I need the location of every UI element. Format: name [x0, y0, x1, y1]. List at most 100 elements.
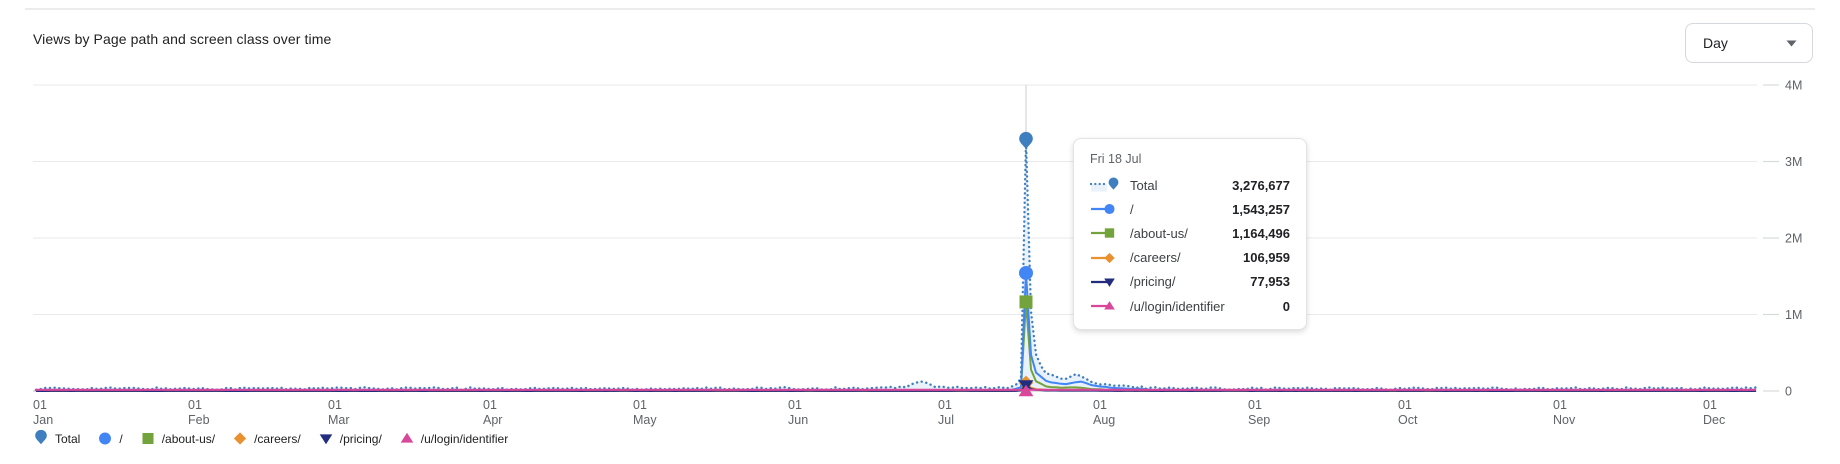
tooltip-row-home: / 1,543,257 — [1090, 197, 1290, 221]
x-axis-label-sep: Sep — [1248, 413, 1270, 427]
x-axis-label-aug-day: 01 — [1093, 398, 1107, 412]
legend-shape-total — [35, 430, 47, 445]
legend-label-about-us: /about-us/ — [161, 431, 216, 446]
x-axis-label-nov: Nov — [1553, 413, 1576, 427]
x-axis-label-sep-day: 01 — [1248, 398, 1262, 412]
tooltip-marker-pricing — [1091, 278, 1115, 287]
tooltip-row-pricing: /pricing/77,953 — [1090, 270, 1290, 294]
hover-marker-home — [1019, 265, 1033, 280]
legend-shape-careers — [233, 432, 247, 445]
tooltip-label-home: / — [1130, 201, 1134, 217]
legend-item-total: Total — [33, 430, 80, 447]
tooltip-value-total: 3,276,677 — [1232, 177, 1290, 193]
legend-marker-total — [35, 430, 47, 445]
hover-marker-about-us — [1019, 295, 1033, 309]
tooltip-label-total: Total — [1130, 177, 1158, 193]
legend-label-home: / — [119, 431, 123, 446]
granularity-select[interactable]: Day — [1685, 23, 1813, 63]
x-axis-label-mar: Mar — [328, 413, 350, 427]
legend-marker-home — [99, 432, 112, 445]
tooltip-marker-about-us — [1091, 228, 1115, 239]
legend-label-careers: /careers/ — [254, 431, 301, 446]
tooltip-value-home: 1,543,257 — [1232, 201, 1290, 217]
x-axis-label-jun-day: 01 — [788, 398, 802, 412]
tooltip-label-pricing: /pricing/ — [1130, 274, 1176, 290]
legend-marker-careers — [233, 432, 247, 445]
legend-label-u-login-identifier: /u/login/identifier — [420, 431, 509, 446]
legend-shape-u-login-identifier — [400, 432, 414, 443]
granularity-value: Day — [1703, 35, 1728, 51]
legend-marker-pricing — [319, 434, 333, 445]
hover-marker-u-login-identifier — [1018, 384, 1034, 397]
legend-shape-about-us — [142, 432, 154, 445]
tooltip-value-careers: 106,959 — [1243, 250, 1290, 266]
tooltip-row-careers: /careers/106,959 — [1090, 246, 1290, 270]
x-axis-label-jan-day: 01 — [33, 398, 47, 412]
legend-marker-about-us — [142, 432, 154, 445]
tooltip-shape-total — [1108, 177, 1119, 190]
y-axis-label-0: 0 — [1785, 385, 1792, 399]
y-axis-label-3m: 3M — [1785, 155, 1802, 169]
x-axis-label-jan: Jan — [33, 413, 53, 427]
legend-item-u-login-identifier: /u/login/identifier — [399, 430, 508, 447]
tooltip-value-pricing: 77,953 — [1250, 274, 1290, 290]
x-axis-label-oct-day: 01 — [1398, 398, 1412, 412]
tooltip-shape-u-login-identifier — [1104, 301, 1115, 310]
tooltip-row-total: Total 3,276,677 — [1090, 173, 1290, 197]
chart-legend: Total / /about-us/ /careers/ /pricing/ /u/log… — [33, 430, 508, 447]
x-axis-label-apr: Apr — [483, 413, 502, 427]
y-axis-label-4m: 4M — [1785, 79, 1802, 93]
tooltip-row-u-login-identifier: /u/login/identifier 0 — [1090, 294, 1290, 318]
x-axis-label-aug: Aug — [1093, 413, 1115, 427]
tooltip-marker-u-login-identifier — [1091, 301, 1115, 310]
series-area-total — [36, 140, 1757, 391]
tooltip-rows: Total 3,276,677 / 1,543,257/about-us/1,164,… — [1090, 173, 1290, 318]
tooltip-label-u-login-identifier: /u/login/identifier — [1130, 298, 1225, 314]
x-axis-label-oct: Oct — [1398, 413, 1418, 427]
legend-marker-u-login-identifier — [400, 432, 414, 443]
x-axis-label-mar-day: 01 — [328, 398, 342, 412]
x-axis-label-may: May — [633, 413, 657, 427]
legend-label-total: Total — [55, 431, 81, 446]
legend-item-home: / — [97, 430, 123, 447]
tooltip-shape-about-us — [1104, 228, 1115, 239]
tooltip-date: Fri 18 Jul — [1090, 152, 1142, 166]
x-axis-label-nov-day: 01 — [1553, 398, 1567, 412]
tooltip-value-u-login-identifier: 0 — [1282, 298, 1290, 314]
legend-shape-pricing — [319, 434, 333, 445]
y-axis-label-2m: 2M — [1785, 232, 1802, 246]
series-line-total — [34, 139, 1758, 391]
tooltip-label-careers: /careers/ — [1130, 250, 1181, 266]
chart-tooltip: Fri 18 Jul Total 3,276,677 / 1,543,257/abou… — [1073, 138, 1307, 331]
chevron-down-icon — [1786, 40, 1797, 46]
x-axis-label-feb: Feb — [188, 413, 210, 427]
tooltip-value-about-us: 1,164,496 — [1232, 225, 1290, 241]
tooltip-shape-pricing — [1104, 278, 1115, 287]
legend-item-careers: /careers/ — [232, 430, 301, 447]
x-axis-label-dec-day: 01 — [1703, 398, 1717, 412]
x-axis-label-may-day: 01 — [633, 398, 647, 412]
x-axis-label-dec: Dec — [1703, 413, 1725, 427]
legend-shape-home — [99, 432, 112, 445]
tooltip-marker-home — [1091, 204, 1115, 215]
chart-title: Views by Page path and screen class over… — [33, 31, 332, 47]
tooltip-marker-careers — [1091, 252, 1115, 263]
legend-item-pricing: /pricing/ — [318, 430, 382, 447]
tooltip-label-about-us: /about-us/ — [1130, 225, 1188, 241]
tooltip-marker-total — [1090, 177, 1119, 192]
tooltip-shape-home — [1104, 204, 1115, 215]
x-axis-label-jul-day: 01 — [938, 398, 952, 412]
x-axis-label-apr-day: 01 — [483, 398, 497, 412]
y-axis-label-1m: 1M — [1785, 308, 1802, 322]
tooltip-row-about-us: /about-us/1,164,496 — [1090, 221, 1290, 245]
hover-marker-total — [1019, 131, 1033, 149]
legend-label-pricing: /pricing/ — [339, 431, 382, 446]
series-line-about-us — [35, 300, 1757, 392]
legend-item-about-us: /about-us/ — [140, 430, 215, 447]
x-axis-label-jul: Jul — [938, 413, 954, 427]
x-axis-label-jun: Jun — [788, 413, 808, 427]
panel-top-divider — [25, 8, 1815, 10]
series-line-home — [35, 271, 1757, 392]
